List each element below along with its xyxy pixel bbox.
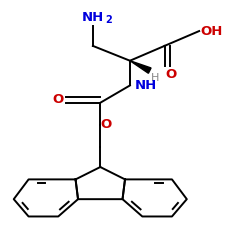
Text: NH: NH xyxy=(135,79,157,92)
Text: 2: 2 xyxy=(106,15,112,25)
Text: O: O xyxy=(165,68,176,81)
Text: OH: OH xyxy=(200,24,223,38)
Text: O: O xyxy=(52,93,63,106)
Text: NH: NH xyxy=(82,11,104,24)
Text: H: H xyxy=(151,73,159,83)
Text: O: O xyxy=(101,118,112,132)
Polygon shape xyxy=(130,61,151,73)
